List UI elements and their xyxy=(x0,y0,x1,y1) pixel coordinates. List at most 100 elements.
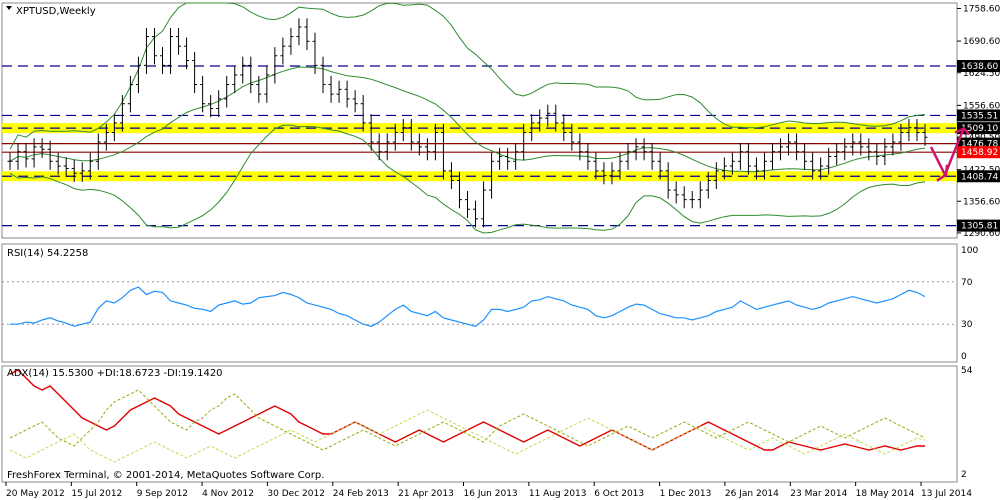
ohlc-bar xyxy=(336,80,342,103)
ohlc-bar xyxy=(392,123,398,151)
ohlc-bar xyxy=(216,90,222,118)
ohlc-bar xyxy=(448,162,454,190)
ohlc-bar xyxy=(240,56,246,84)
ohlc-bar xyxy=(786,133,792,156)
ohlc-bar xyxy=(376,133,382,161)
x-tick-label: 11 Aug 2013 xyxy=(529,489,587,499)
ohlc-bar xyxy=(320,56,326,94)
level-label-bg xyxy=(957,109,1000,122)
ohlc-bar xyxy=(465,191,470,218)
adx-panel: 54 2 xyxy=(1,365,973,483)
level-label: 1458.92 xyxy=(961,148,998,158)
ohlc-bar xyxy=(312,32,318,74)
x-tick-label: 1 Dec 2013 xyxy=(660,489,712,499)
ohlc-bar xyxy=(906,119,912,142)
ohlc-bar xyxy=(127,75,133,113)
ohlc-bar xyxy=(224,75,230,108)
ohlc-bar xyxy=(842,138,848,161)
ohlc-bar xyxy=(745,143,751,175)
ohlc-bar xyxy=(697,181,703,209)
ohlc-bar xyxy=(689,191,695,209)
ohlc-bar xyxy=(890,133,896,156)
ohlc-bar xyxy=(778,138,784,161)
ohlc-bar xyxy=(649,143,655,170)
ohlc-bar xyxy=(810,152,816,180)
ohlc-bar xyxy=(633,138,639,161)
ohlc-bar xyxy=(577,133,583,161)
ohlc-bar xyxy=(47,140,53,170)
ohlc-bar xyxy=(95,133,101,170)
up-arrow-icon xyxy=(954,127,970,136)
ohlc-bar xyxy=(23,143,29,168)
ohlc-bar xyxy=(352,90,358,113)
dropdown-triangle-icon xyxy=(6,6,12,10)
ohlc-bar xyxy=(344,80,350,108)
ohlc-bar xyxy=(553,104,559,132)
ohlc-bar xyxy=(625,143,631,170)
ohlc-bar xyxy=(456,171,462,209)
ohlc-bar xyxy=(513,143,519,170)
ohlc-bar xyxy=(705,171,711,199)
ohlc-bar xyxy=(826,147,832,175)
price-tick-label: 1690.60 xyxy=(963,37,1000,47)
ohlc-bar xyxy=(770,143,775,170)
upper-band-line xyxy=(9,2,926,150)
ohlc-bar xyxy=(256,75,262,103)
ohlc-bar xyxy=(135,56,141,94)
ohlc-bar xyxy=(143,27,149,74)
ohlc-bar xyxy=(119,95,125,132)
x-tick-label: 23 Mar 2014 xyxy=(790,489,847,499)
x-tick-label: 4 Nov 2012 xyxy=(202,489,254,499)
ohlc-bar xyxy=(593,152,599,180)
rsi-tick-label: 0 xyxy=(961,352,967,362)
ohlc-bar xyxy=(882,138,888,166)
ohlc-bar xyxy=(192,51,198,94)
ohlc-bar xyxy=(898,123,904,151)
ohlc-bar xyxy=(160,47,165,74)
ohlc-bar xyxy=(850,133,856,156)
x-tick-label: 30 Dec 2012 xyxy=(267,489,325,499)
x-tick-label: 18 May 2014 xyxy=(856,489,915,499)
ohlc-bar xyxy=(473,200,479,228)
adx-title: ADX(14) 15.5300 +DI:18.6723 -DI:19.1420 xyxy=(7,368,223,379)
price-tick-label: 1356.60 xyxy=(963,197,1000,207)
ohlc-bar xyxy=(617,152,623,180)
ohlc-bar xyxy=(288,27,294,55)
level-label-bg xyxy=(957,146,1000,159)
ohlc-bar xyxy=(585,143,591,170)
ohlc-bar xyxy=(529,114,535,142)
ohlc-bar xyxy=(63,157,69,178)
ohlc-bar xyxy=(360,95,366,132)
ohlc-bar xyxy=(416,133,422,156)
x-tick-label: 20 May 2012 xyxy=(6,489,65,499)
level-label: 1535.51 xyxy=(961,111,998,121)
level-label: 1408.74 xyxy=(961,172,998,182)
rsi-panel: 100 70 30 0 xyxy=(1,243,978,363)
x-tick-label: 24 Feb 2013 xyxy=(333,489,389,499)
x-tick-label: 16 Jun 2013 xyxy=(464,489,518,499)
ohlc-bar xyxy=(328,75,334,103)
ohlc-bar xyxy=(922,123,928,146)
main-price-panel: 1758.601690.601624.501556.601490.501422.… xyxy=(1,2,1000,239)
ohlc-bar xyxy=(665,162,671,199)
adx-line xyxy=(9,369,925,451)
lower-band-line xyxy=(9,124,926,234)
rsi-tick-label: 100 xyxy=(961,246,978,256)
ohlc-bar xyxy=(601,162,607,185)
ohlc-bar xyxy=(834,143,840,166)
level-label: 1509.10 xyxy=(961,124,998,134)
copyright-text: FreshForex Terminal, © 2001-2014, MetaQu… xyxy=(7,470,324,481)
x-tick-label: 13 Jul 2014 xyxy=(921,489,972,499)
ohlc-bar xyxy=(866,138,872,161)
ohlc-bar xyxy=(400,119,406,142)
ohlc-bar xyxy=(753,157,759,180)
ohlc-bar xyxy=(713,162,719,190)
level-label-bg xyxy=(957,60,1000,73)
ohlc-bar xyxy=(7,152,13,170)
price-tick-label: 1290.60 xyxy=(963,229,1000,239)
ohlc-bar xyxy=(481,181,487,228)
ohlc-bar xyxy=(432,123,438,161)
ohlc-bar xyxy=(264,66,270,103)
ohlc-bar xyxy=(737,143,743,170)
